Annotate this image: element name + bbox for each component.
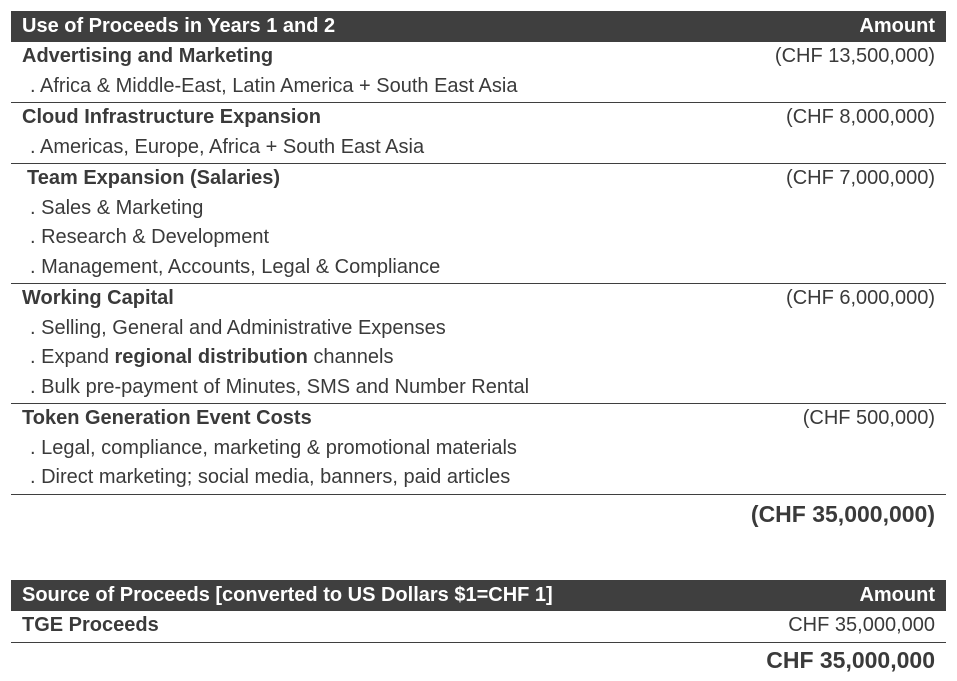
group-title: Working Capital (CHF 6,000,000) [11, 284, 946, 314]
group-title: Advertising and Marketing (CHF 13,500,00… [11, 42, 946, 72]
group-item: . Americas, Europe, Africa + South East … [30, 135, 425, 158]
header-label: Use of Proceeds in Years 1 and 2 [22, 15, 336, 37]
group-amount: (CHF 500,000) [802, 407, 935, 429]
group-item: . Direct marketing; social media, banner… [30, 466, 511, 488]
group-title-text: Team Expansion (Salaries) [27, 167, 281, 189]
group-item: . Africa & Middle-East, Latin America + … [30, 74, 518, 97]
group-item: . Bulk pre-payment of Minutes, SMS and N… [30, 375, 530, 398]
group-title: Cloud Infrastructure Expansion (CHF 8,00… [11, 103, 946, 133]
header-label: Source of Proceeds [converted to US Doll… [22, 584, 553, 606]
source-of-proceeds-header: Source of Proceeds [converted to US Doll… [11, 580, 946, 611]
header-amount: Amount [859, 584, 935, 606]
group-item: . Management, Accounts, Legal & Complian… [30, 255, 441, 278]
group-title-text: Working Capital [22, 287, 174, 309]
proceeds-group-working-capital: Working Capital (CHF 6,000,000) . Sellin… [11, 284, 946, 404]
group-title-text: Advertising and Marketing [22, 45, 274, 67]
source-row-title: TGE Proceeds CHF 35,000,000 [11, 611, 946, 641]
group-item: . Selling, General and Administrative Ex… [30, 316, 446, 339]
proceeds-group-team: Team Expansion (Salaries) (CHF 7,000,000… [11, 164, 946, 284]
group-amount: (CHF 13,500,000) [774, 45, 935, 67]
group-item: . Sales & Marketing [30, 196, 204, 219]
proceeds-group-cloud: Cloud Infrastructure Expansion (CHF 8,00… [11, 103, 946, 164]
source-label: TGE Proceeds [22, 614, 159, 636]
source-of-proceeds-total: CHF 35,000,000 [766, 646, 935, 673]
group-title: Token Generation Event Costs (CHF 500,00… [11, 404, 946, 434]
item-emphasis: regional distribution [114, 346, 308, 368]
group-item: . Research & Development [30, 226, 270, 248]
group-item: . Expand regional distribution channels [11, 343, 946, 373]
group-item: . Legal, compliance, marketing & promoti… [30, 436, 517, 459]
group-title-text: Cloud Infrastructure Expansion [22, 106, 321, 128]
source-of-proceeds-table: Source of Proceeds [converted to US Doll… [11, 580, 946, 677]
proceeds-group-advertising: Advertising and Marketing (CHF 13,500,00… [11, 42, 946, 103]
item-text: . Expand [30, 346, 115, 368]
source-row: TGE Proceeds CHF 35,000,000 [11, 611, 946, 643]
group-amount: (CHF 6,000,000) [786, 287, 935, 309]
use-of-proceeds-header: Use of Proceeds in Years 1 and 2 Amount [11, 11, 946, 42]
proceeds-group-tge-costs: Token Generation Event Costs (CHF 500,00… [11, 404, 946, 495]
header-amount: Amount [859, 15, 935, 37]
item-text: channels [307, 346, 394, 368]
source-amount: CHF 35,000,000 [788, 614, 935, 636]
use-of-proceeds-table: Use of Proceeds in Years 1 and 2 Amount … [11, 11, 946, 533]
use-of-proceeds-total: (CHF 35,000,000) [750, 500, 935, 527]
group-title-text: Token Generation Event Costs [22, 407, 312, 429]
group-amount: (CHF 8,000,000) [786, 106, 935, 128]
group-title: Team Expansion (Salaries) (CHF 7,000,000… [11, 164, 946, 194]
group-amount: (CHF 7,000,000) [786, 167, 935, 189]
